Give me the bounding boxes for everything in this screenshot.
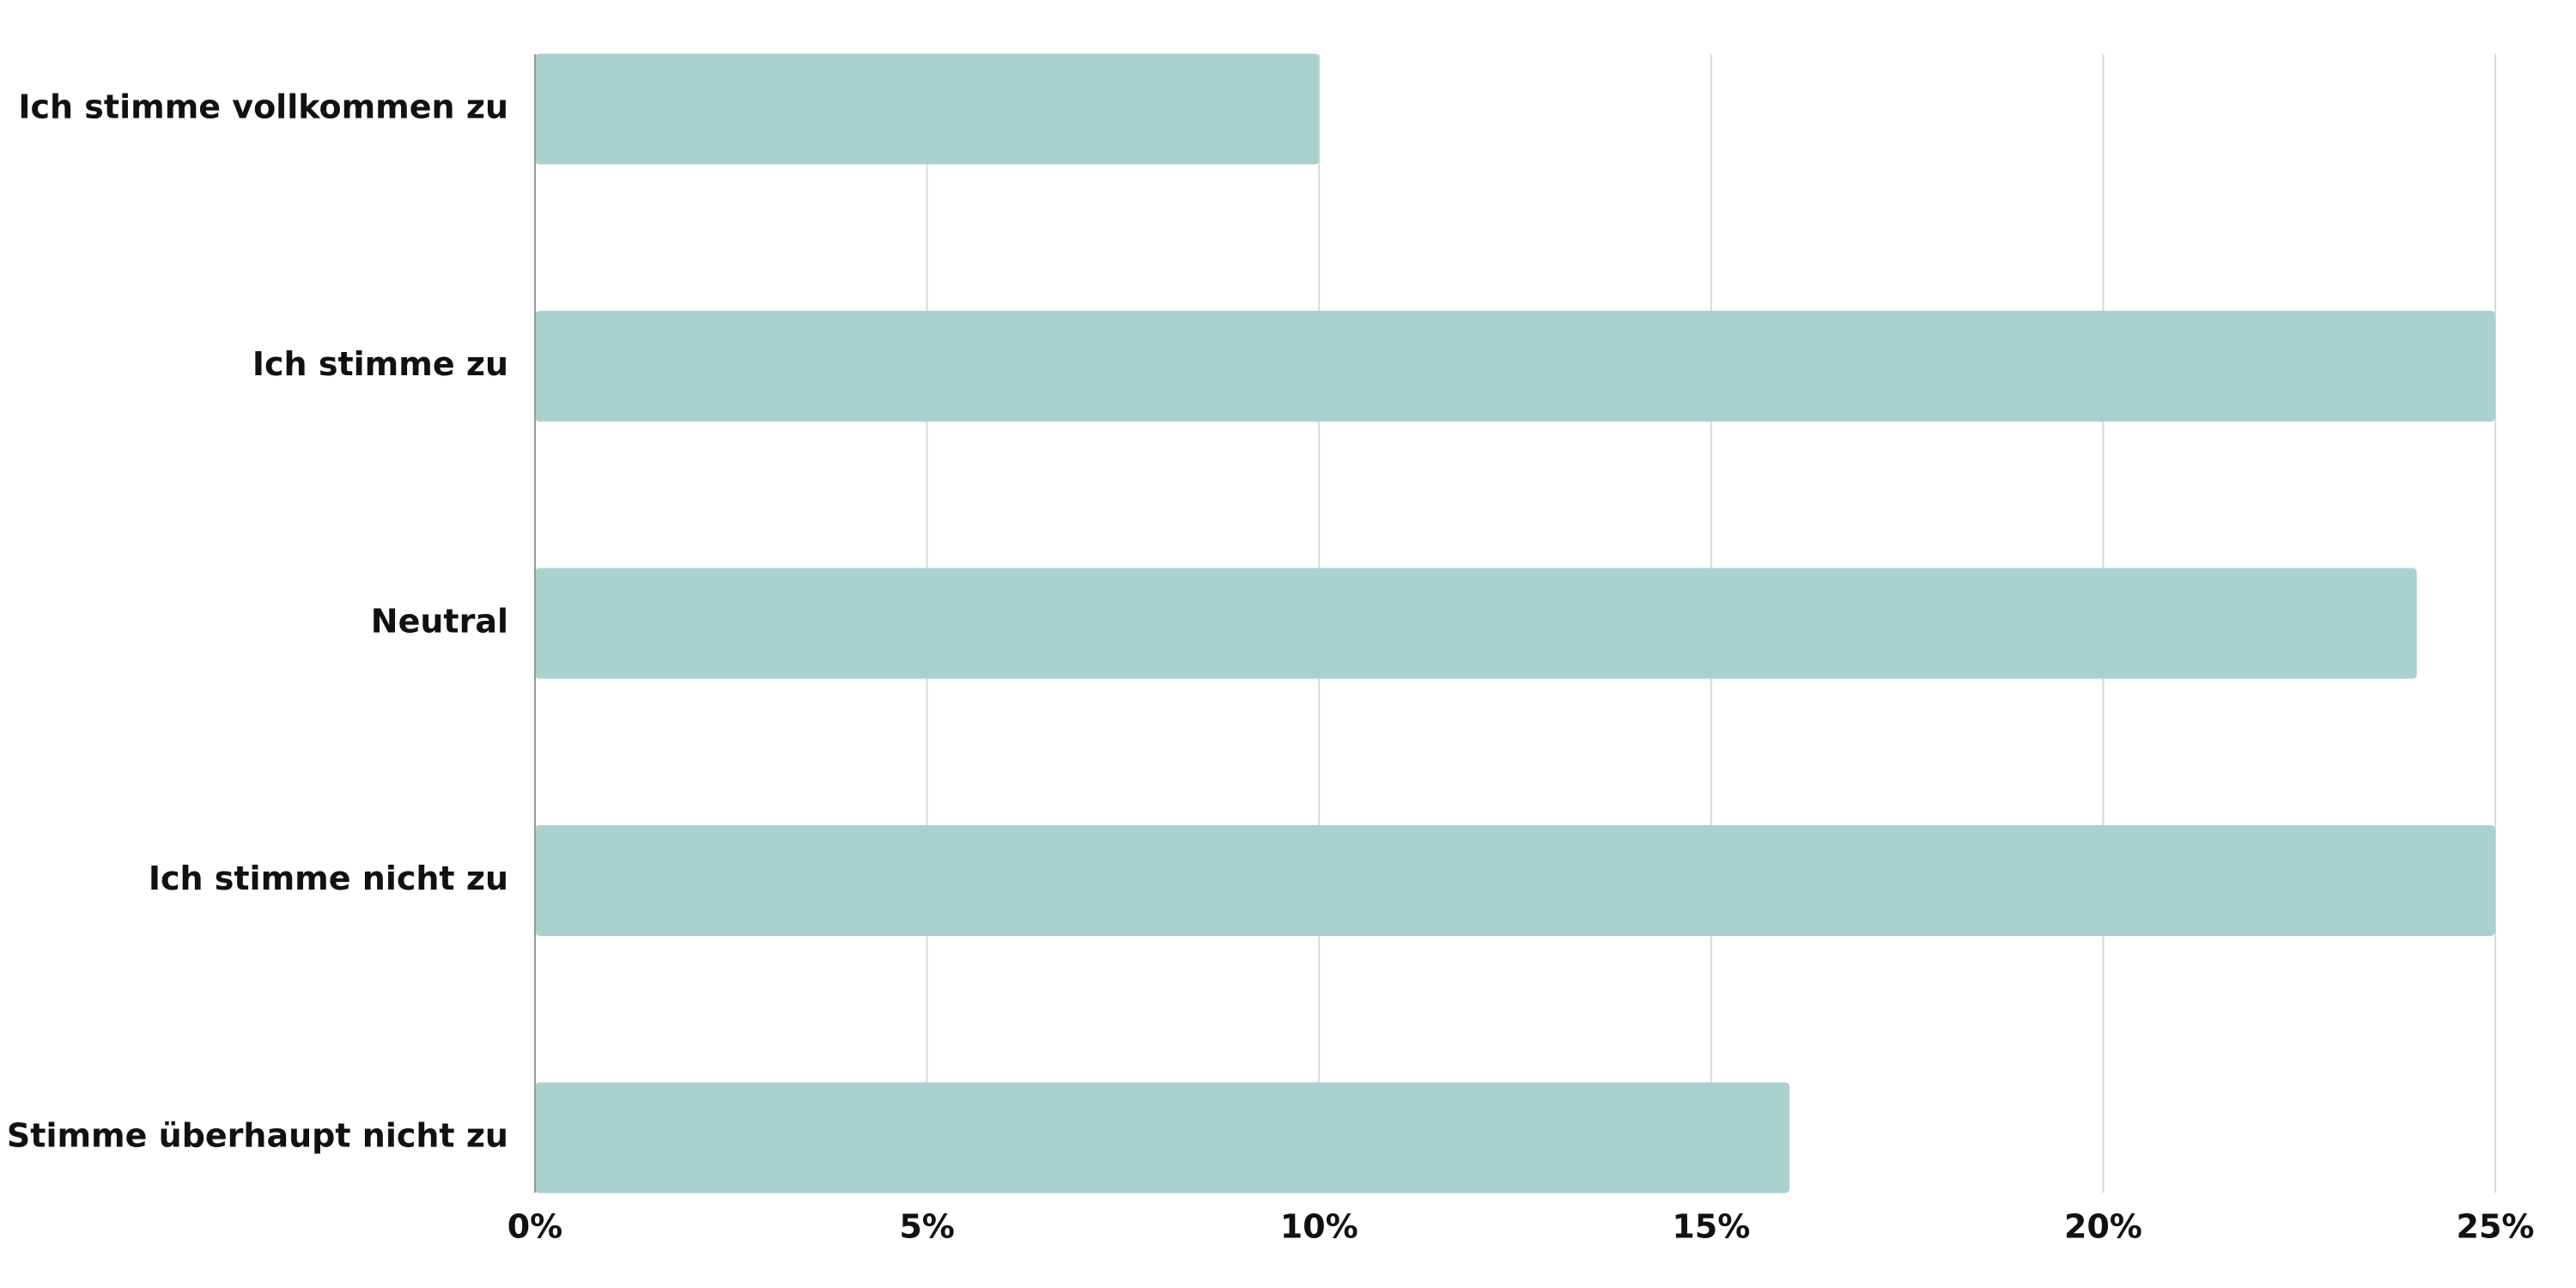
bar bbox=[535, 53, 1320, 165]
y-tick-label: Neutral bbox=[371, 603, 508, 641]
x-tick-label: 0% bbox=[507, 1208, 563, 1246]
bar bbox=[535, 825, 2495, 936]
y-tick-label: Ich stimme nicht zu bbox=[149, 860, 508, 897]
x-tick-label: 5% bbox=[899, 1208, 955, 1246]
x-tick-label: 20% bbox=[2064, 1208, 2142, 1246]
bar bbox=[535, 311, 2495, 422]
y-tick-label: Stimme überhaupt nicht zu bbox=[7, 1117, 508, 1155]
x-tick-label: 10% bbox=[1280, 1208, 1358, 1246]
y-tick-label: Ich stimme zu bbox=[252, 345, 508, 383]
y-tick-label: Ich stimme vollkommen zu bbox=[18, 88, 508, 126]
bar bbox=[535, 568, 2417, 679]
x-tick-label: 15% bbox=[1672, 1208, 1750, 1246]
x-tick-label: 25% bbox=[2457, 1208, 2535, 1246]
bar bbox=[535, 1082, 1790, 1194]
